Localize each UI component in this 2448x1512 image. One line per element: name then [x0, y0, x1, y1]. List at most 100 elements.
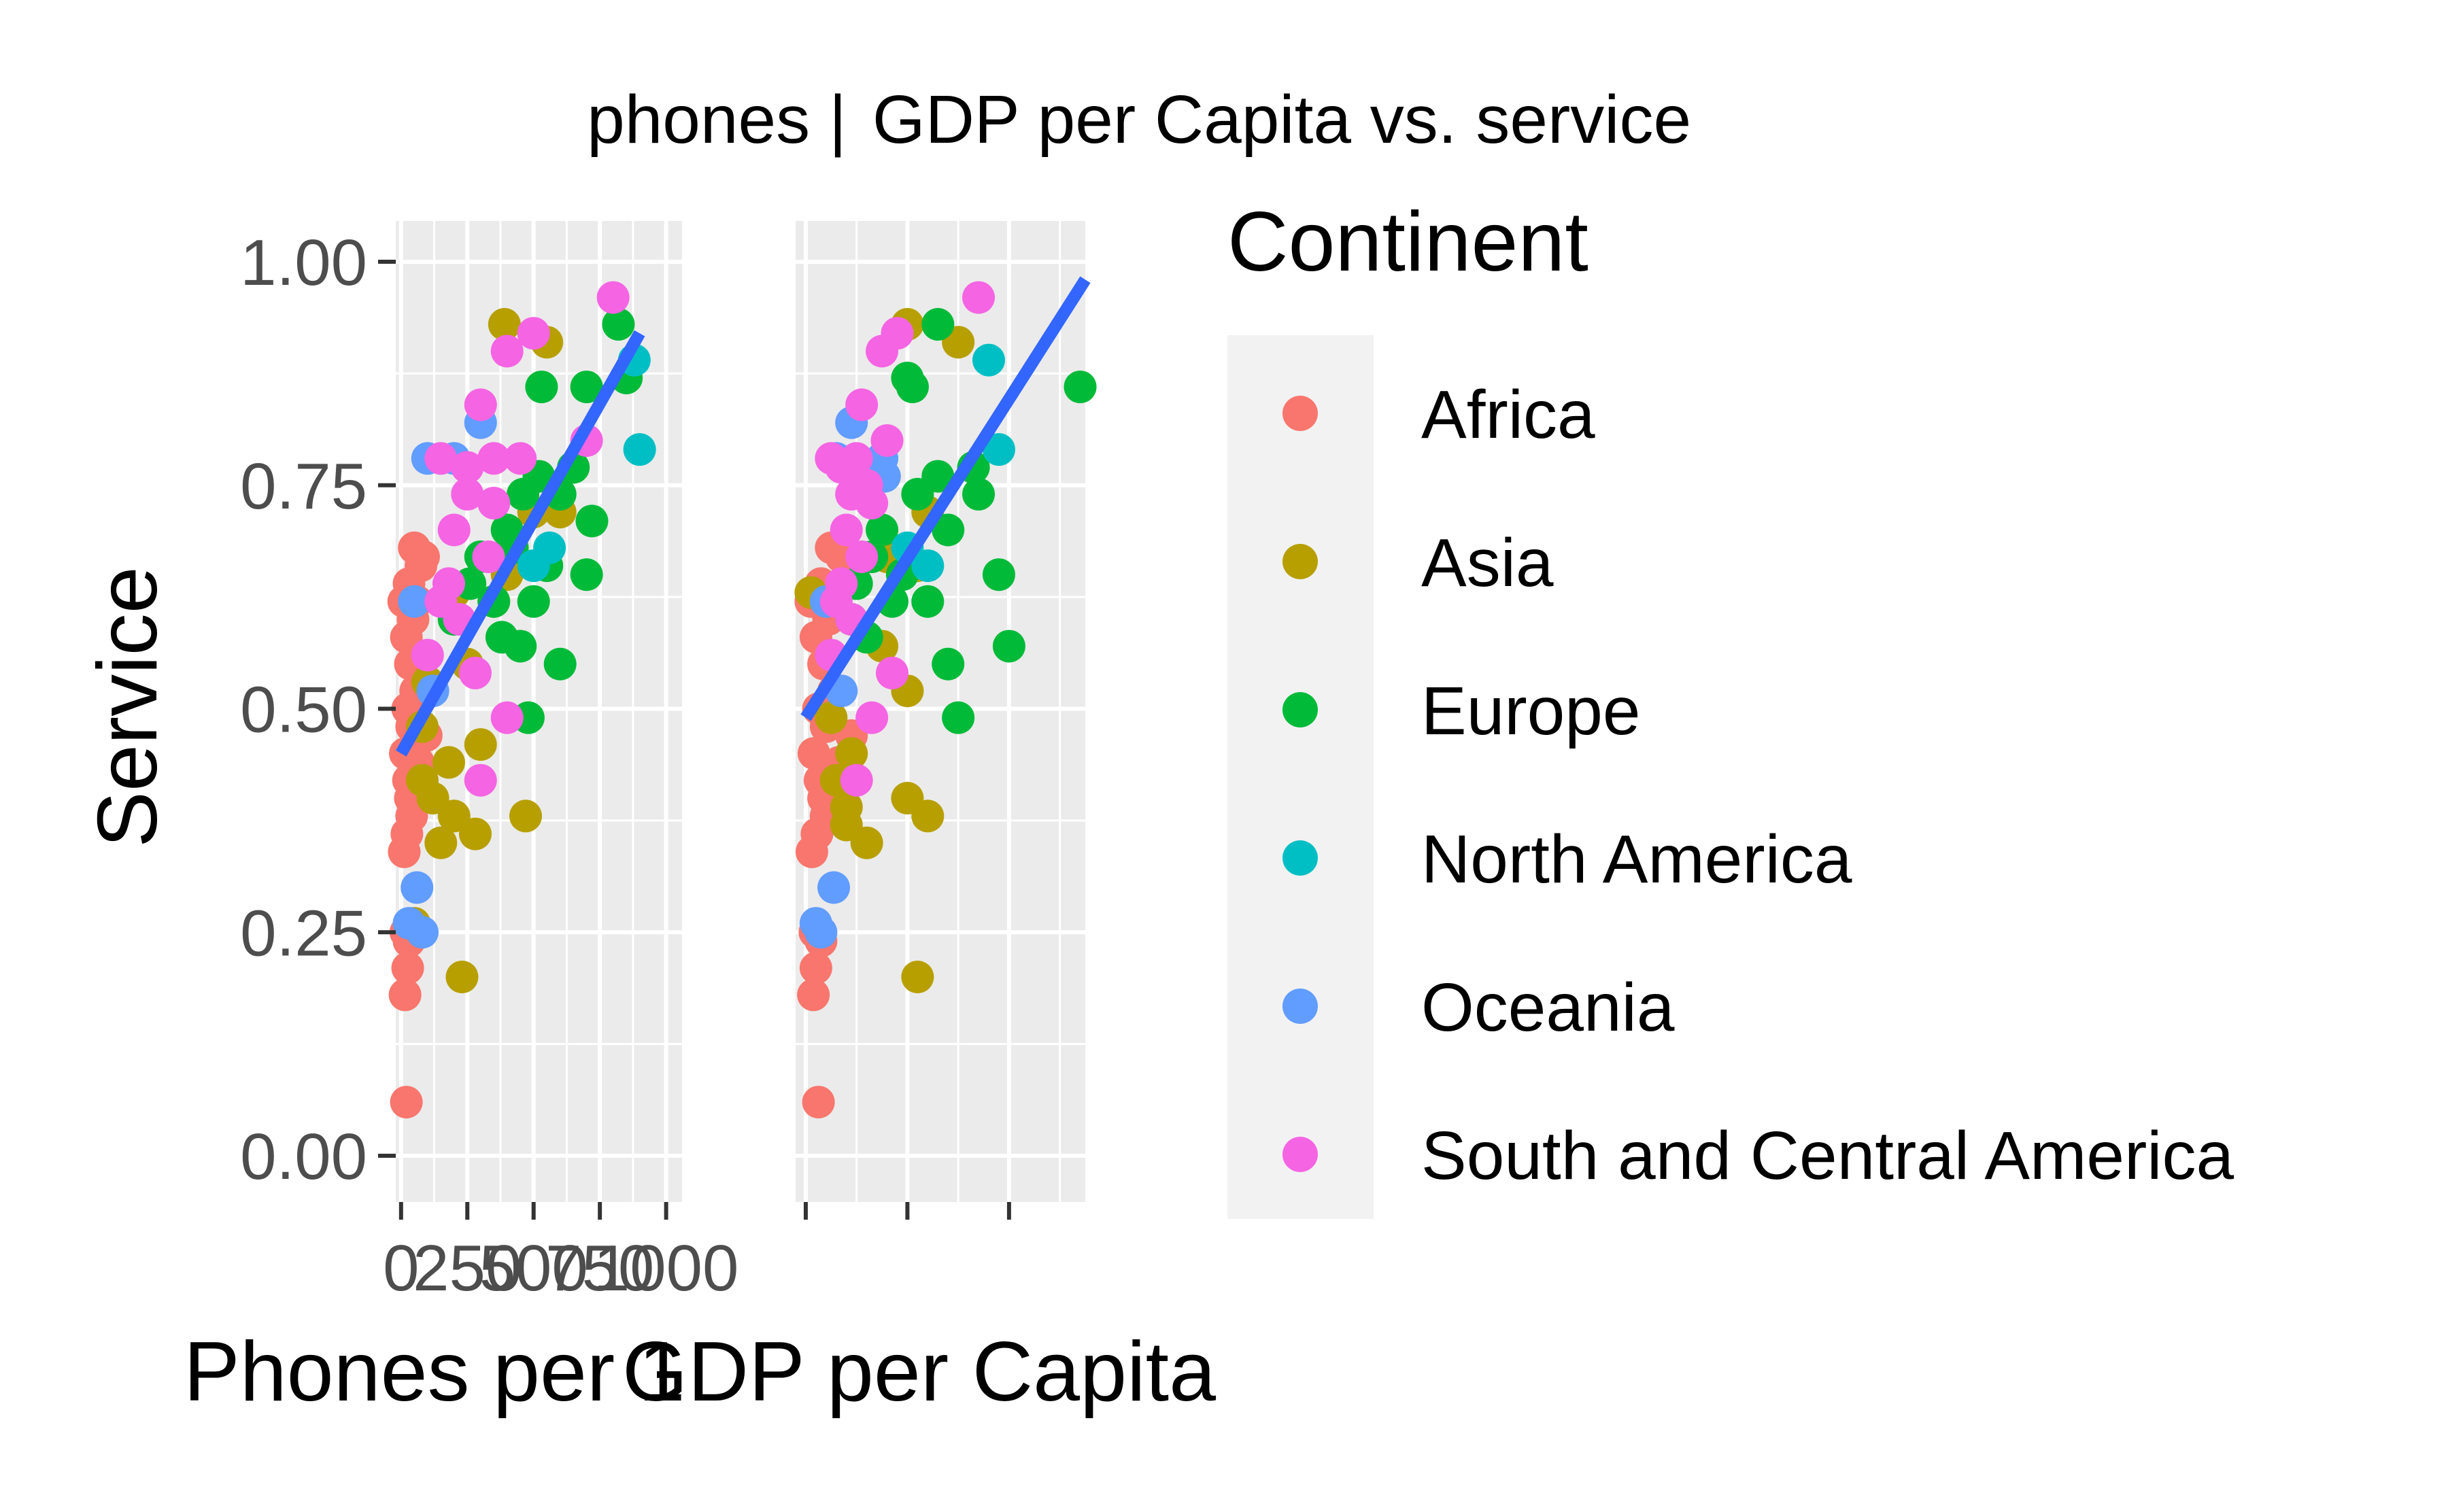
- point-europe: [942, 701, 975, 734]
- point-oceania: [401, 871, 434, 904]
- point-asia: [464, 728, 497, 761]
- point-europe: [570, 558, 603, 591]
- point-south-and-central-america: [845, 388, 879, 422]
- point-africa: [797, 737, 830, 770]
- point-europe: [896, 371, 929, 404]
- y-tick-label: 0.00: [240, 1120, 367, 1193]
- point-europe: [543, 647, 577, 681]
- x-tick-label: 500: [479, 1232, 588, 1305]
- point-europe: [485, 621, 518, 654]
- legend-title: Continent: [1227, 195, 1588, 289]
- point-asia: [830, 791, 863, 824]
- point-south-and-central-america: [876, 656, 908, 689]
- y-axis: 0.00 0.25 0.50 0.75 1.00: [240, 226, 396, 1193]
- legend-label-north-america: North America: [1421, 821, 1852, 897]
- point-south-and-central-america: [490, 701, 524, 734]
- point-south-and-central-america: [437, 513, 471, 547]
- point-south-and-central-america: [855, 701, 889, 734]
- point-oceania: [398, 585, 431, 618]
- point-oceania: [817, 871, 851, 904]
- legend-label-asia: Asia: [1421, 525, 1554, 601]
- point-south-and-central-america: [477, 487, 511, 520]
- point-asia: [445, 961, 479, 993]
- point-asia: [509, 800, 543, 833]
- point-africa: [797, 978, 830, 1012]
- point-north-america: [972, 343, 1005, 377]
- point-south-and-central-america: [451, 477, 484, 511]
- point-south-and-central-america: [517, 317, 550, 350]
- point-south-and-central-america: [490, 334, 524, 368]
- point-north-america: [517, 549, 550, 583]
- y-axis-label: Service: [81, 566, 175, 847]
- point-south-and-central-america: [840, 442, 873, 475]
- point-asia: [835, 737, 868, 770]
- point-south-and-central-america: [504, 442, 537, 475]
- legend: Continent Africa Asia Europe North America O…: [1227, 195, 2234, 1219]
- legend-label-south-and-central-america: South and Central America: [1421, 1118, 2234, 1194]
- point-africa: [390, 1086, 423, 1119]
- y-tick-label: 0.50: [240, 674, 367, 746]
- point-asia: [815, 701, 848, 734]
- point-south-and-central-america: [845, 540, 879, 573]
- x-axis-label-gdp: GDP per Capita: [622, 1325, 1216, 1419]
- point-south-and-central-america: [477, 442, 511, 475]
- legend-key-oceania: [1282, 989, 1318, 1024]
- points-phones: [387, 281, 656, 1119]
- point-africa: [799, 951, 832, 984]
- point-asia: [405, 763, 439, 797]
- y-tick-label: 0.75: [240, 450, 367, 523]
- trend-line: [800, 276, 1091, 721]
- point-oceania: [405, 916, 439, 949]
- x-tick-label: 250: [413, 1232, 522, 1305]
- legend-items: Africa Asia Europe North America Oceania Sout…: [1282, 377, 2234, 1194]
- x-tick-label: 750: [545, 1232, 654, 1305]
- point-south-and-central-america: [962, 281, 996, 314]
- phones-panel: phones | 0.00 0.25 0.50 0.75 1.00 0250500750…: [81, 82, 847, 1419]
- x-axis-label-phones: Phones per 1: [184, 1325, 685, 1419]
- point-south-and-central-america: [464, 763, 497, 797]
- point-south-and-central-america: [424, 442, 458, 475]
- point-south-and-central-america: [458, 656, 492, 689]
- x-tick-label: 0: [383, 1232, 419, 1305]
- x-axis-gdp: [803, 1202, 1011, 1220]
- point-europe: [992, 630, 1025, 663]
- point-north-america: [982, 433, 1015, 466]
- point-asia: [901, 961, 934, 993]
- legend-label-europe: Europe: [1421, 673, 1640, 749]
- point-asia: [432, 746, 465, 779]
- y-tick-label: 1.00: [240, 226, 367, 299]
- point-africa: [388, 978, 422, 1012]
- point-africa: [802, 1086, 835, 1119]
- legend-key-europe: [1282, 692, 1318, 727]
- point-south-and-central-america: [451, 451, 484, 484]
- legend-key-south-and-central-america: [1282, 1137, 1318, 1172]
- point-europe: [507, 477, 540, 511]
- point-europe: [962, 477, 996, 511]
- trend-line-gdp: [800, 276, 1091, 721]
- point-oceania: [804, 916, 838, 949]
- point-africa: [391, 951, 424, 984]
- point-europe: [517, 585, 550, 618]
- point-europe: [932, 513, 965, 547]
- point-south-and-central-america: [830, 513, 863, 547]
- point-europe: [525, 371, 558, 404]
- point-asia: [891, 782, 924, 814]
- point-europe: [911, 585, 945, 618]
- legend-key-background: [1227, 335, 1374, 1219]
- point-south-and-central-america: [870, 424, 904, 457]
- point-europe: [866, 513, 899, 547]
- point-asia: [424, 826, 458, 859]
- point-europe: [921, 308, 955, 341]
- legend-key-north-america: [1282, 840, 1318, 876]
- gdp-panel: GDP per Capita vs. service GDP per Capit…: [622, 82, 1691, 1419]
- point-europe: [1064, 371, 1097, 404]
- legend-key-africa: [1282, 396, 1318, 431]
- point-south-and-central-america: [596, 281, 630, 314]
- point-europe: [602, 308, 635, 341]
- point-asia: [488, 308, 521, 341]
- point-south-and-central-america: [835, 477, 868, 511]
- point-africa: [407, 540, 440, 573]
- panel-title-phones: phones |: [587, 82, 847, 158]
